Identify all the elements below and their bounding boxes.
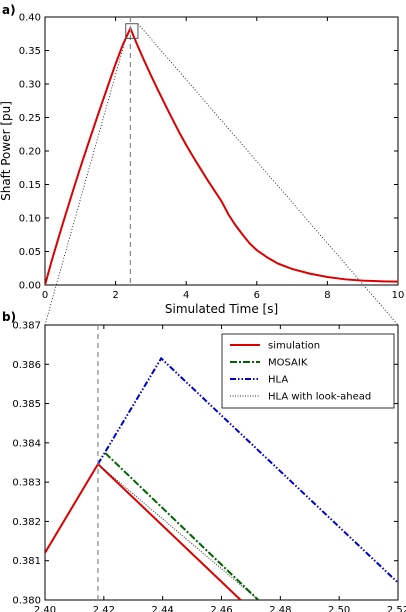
legend-entry-label: simulation: [268, 341, 320, 352]
panel-a: 0 2 4 6 8 10 0.00 0.05 0.10 0.15 0.20 0.25 0.30 0.35 0…: [0, 3, 404, 316]
zoom-connector-left: [44, 38, 127, 326]
panel-a-y-tick-label: 0.40: [19, 13, 41, 24]
panel-b-y-tick-label: 0.386: [12, 360, 41, 371]
panel-a-y-tick-label: 0.20: [19, 147, 41, 158]
panel-b-legend: simulation MOSAIK HLA HLA with look-ahead: [221, 333, 395, 409]
panel-a-y-tick-label: 0.15: [19, 180, 41, 191]
panel-a-x-tick-label: 8: [324, 290, 330, 301]
series-simulation-line: [45, 25, 398, 285]
legend-entry-label: HLA: [268, 375, 288, 386]
panel-b-y-tick-label: 0.381: [12, 556, 41, 567]
panel-a-zoom-box: [125, 23, 139, 39]
zoom-connector-lines: [44, 23, 399, 326]
panel-b-y-tick-label: 0.382: [12, 517, 41, 528]
panel-a-y-tick-label: 0.05: [19, 247, 41, 258]
panel-a-x-tick-label: 4: [183, 290, 189, 301]
panel-b-y-tick-label: 0.387: [12, 321, 41, 332]
panel-b-x-tick-label: 2.48: [269, 605, 291, 612]
panel-a-x-axis-label: Simulated Time [s]: [165, 302, 278, 316]
panel-a-y-tick-label: 0.25: [19, 113, 41, 124]
panel-b-x-tick-label: 2.42: [93, 605, 115, 612]
panel-b-x-tick-label: 2.44: [152, 605, 174, 612]
panel-b-y-tick-label: 0.383: [12, 478, 41, 489]
panel-b-x-tick-label: 2.46: [210, 605, 232, 612]
panel-a-x-tick-label: 0: [42, 290, 48, 301]
panel-b-label: b): [2, 310, 16, 324]
legend-entry-label: HLA with look-ahead: [268, 392, 371, 403]
panel-b-axis-ticks: 2.40 2.42 2.44 2.46 2.48 2.50 2.52 0.380 0.381 0.…: [12, 321, 406, 612]
panel-b: 2.40 2.42 2.44 2.46 2.48 2.50 2.52 0.380 0.381 0.…: [2, 310, 406, 612]
panel-a-x-tick-label: 6: [254, 290, 260, 301]
panel-a-axis-ticks: 0 2 4 6 8 10 0.00 0.05 0.10 0.15 0.20 0.25 0.30 0.35 0…: [19, 13, 405, 302]
legend-entry-label: MOSAIK: [268, 358, 308, 369]
panel-a-y-tick-label: 0.10: [19, 214, 41, 225]
panel-a-y-axis-label: Shaft Power [pu]: [0, 101, 13, 201]
series-mosaik-line: [104, 452, 259, 600]
panel-a-label: a): [2, 3, 16, 17]
panel-a-series: [45, 25, 398, 285]
panel-a-annotations: [125, 17, 139, 285]
panel-b-y-tick-label: 0.385: [12, 399, 41, 410]
series-hla-with-look-ahead-line: [97, 463, 259, 600]
panel-a-x-tick-label: 2: [112, 290, 118, 301]
panel-b-y-tick-label: 0.384: [12, 438, 41, 449]
panel-b-x-tick-label: 2.40: [34, 605, 56, 612]
panel-a-plot-frame: [44, 16, 399, 286]
zoom-connector-right: [137, 23, 399, 326]
series-simulation-line: [45, 462, 242, 600]
panel-a-y-tick-label: 0.35: [19, 46, 41, 57]
panel-a-y-tick-label: 0.00: [19, 281, 41, 292]
panel-a-x-tick-label: 10: [392, 290, 405, 301]
panel-a-y-tick-label: 0.30: [19, 80, 41, 91]
panel-b-x-tick-label: 2.52: [387, 605, 406, 612]
panel-b-y-tick-label: 0.380: [12, 596, 41, 607]
series-hla-line: [97, 356, 398, 584]
panel-b-x-tick-label: 2.50: [328, 605, 350, 612]
